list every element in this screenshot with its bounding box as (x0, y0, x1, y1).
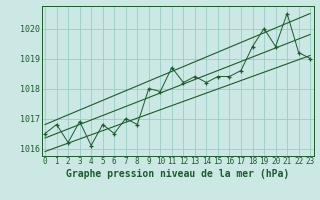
X-axis label: Graphe pression niveau de la mer (hPa): Graphe pression niveau de la mer (hPa) (66, 168, 289, 179)
